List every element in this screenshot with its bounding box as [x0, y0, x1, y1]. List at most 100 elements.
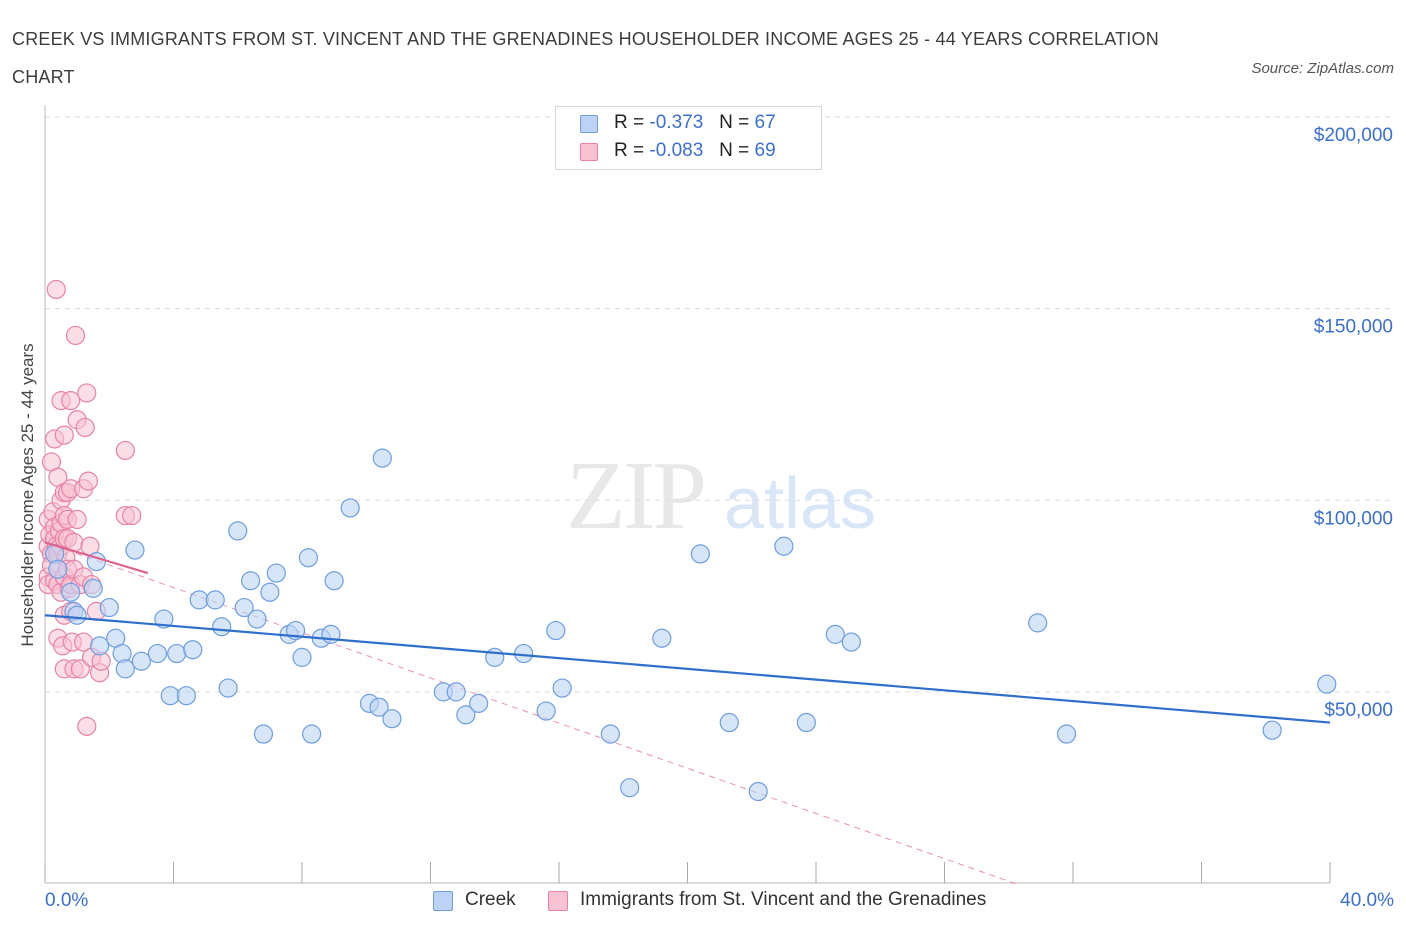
point-creek-30	[266, 563, 286, 583]
point-creek-17	[167, 643, 187, 664]
trend-lines	[44, 541, 1016, 884]
point-svg-27	[54, 425, 74, 445]
point-creek-35	[302, 724, 322, 744]
point-creek-46	[456, 705, 476, 725]
point-svg-40	[61, 391, 81, 411]
x-tick-label-min: 0.0%	[45, 890, 89, 911]
point-creek-2	[61, 582, 81, 602]
point-creek-13	[131, 651, 151, 671]
point-creek-21	[205, 590, 225, 610]
point-creek-19	[183, 640, 203, 660]
points-immigrants-st-vincent	[38, 279, 142, 736]
point-creek-60	[796, 712, 816, 733]
point-creek-47	[469, 693, 489, 713]
point-creek-53	[600, 724, 621, 744]
point-creek-20	[189, 590, 209, 610]
point-creek-42	[372, 448, 392, 468]
chart-title: CREEK VS IMMIGRANTS FROM ST. VINCENT AND…	[12, 29, 1159, 87]
point-creek-5	[83, 578, 103, 598]
point-creek-22	[212, 617, 232, 637]
point-creek-61	[825, 624, 845, 644]
point-creek-54	[620, 778, 640, 798]
point-creek-29	[260, 582, 280, 602]
point-creek-41	[369, 697, 389, 717]
bottom-legend-label-svg: Immigrants from St. Vincent and the Gren…	[580, 889, 987, 910]
point-creek-25	[234, 597, 254, 618]
point-svg-57	[77, 383, 97, 403]
point-creek-51	[546, 620, 566, 641]
point-creek-16	[160, 686, 180, 706]
point-svg-56	[75, 417, 95, 438]
point-creek-26	[241, 571, 261, 591]
point-svg-50	[67, 509, 87, 530]
y-tick-label-150000: $150,000	[1314, 317, 1393, 338]
trend-line-svg-extended	[44, 541, 1016, 884]
point-creek-48	[485, 647, 505, 667]
bottom-legend-swatch-creek	[433, 891, 453, 911]
bottom-legend-swatch-svg	[548, 891, 568, 911]
legend-n-label: N =	[719, 112, 750, 133]
source-label: Source: ZipAtlas.com	[1251, 60, 1394, 77]
watermark-atlas: atlas	[724, 464, 876, 544]
point-creek-45	[446, 682, 466, 702]
point-creek-7	[90, 636, 110, 656]
point-creek-49	[514, 643, 534, 664]
point-creek-55	[652, 628, 672, 648]
point-creek-1	[48, 559, 68, 579]
point-creek-65	[1262, 720, 1282, 740]
point-creek-38	[324, 571, 344, 591]
trend-line-creek	[44, 614, 1331, 724]
legend-n-value: 69	[754, 140, 776, 161]
point-creek-50	[536, 701, 556, 721]
point-svg-68	[122, 505, 142, 526]
point-creek-63	[1028, 613, 1048, 633]
x-tick-label-max: 40.0%	[1340, 890, 1394, 911]
point-creek-23	[218, 678, 238, 698]
y-tick-label-50000: $50,000	[1324, 700, 1393, 721]
bottom-legend-label-creek: Creek	[465, 889, 516, 910]
point-creek-15	[154, 609, 174, 629]
legend-text-svg: R = -0.083 N = 69	[614, 140, 776, 162]
y-tick-labels: $50,000 $100,000 $150,000 $200,000	[1314, 125, 1393, 721]
point-creek-8	[99, 597, 119, 618]
point-creek-56	[690, 544, 710, 564]
y-tick-label-200000: $200,000	[1314, 125, 1393, 146]
legend-r-value: -0.373	[649, 112, 704, 133]
point-creek-64	[1056, 724, 1077, 744]
point-creek-43	[382, 709, 402, 729]
point-svg-52	[70, 659, 90, 679]
point-creek-24	[228, 521, 248, 541]
legend-swatch-svg	[580, 143, 598, 161]
point-creek-12	[125, 540, 145, 560]
point-svg-59	[78, 471, 98, 491]
point-creek-52	[552, 678, 572, 698]
point-creek-18	[176, 686, 196, 706]
y-tick-label-100000: $100,000	[1314, 508, 1393, 529]
point-creek-62	[841, 632, 861, 652]
point-creek-11	[115, 659, 135, 679]
point-creek-39	[340, 498, 360, 518]
point-creek-28	[253, 724, 274, 744]
point-creek-59	[774, 536, 794, 556]
point-svg-13	[46, 279, 66, 300]
legend-r-value: -0.083	[649, 140, 704, 161]
point-creek-34	[298, 548, 319, 568]
watermark-zip: ZIP	[566, 442, 704, 550]
point-creek-33	[292, 647, 312, 667]
point-svg-48	[65, 325, 86, 346]
point-creek-57	[719, 712, 739, 733]
legend-swatch-creek	[580, 115, 598, 133]
point-creek-27	[247, 609, 267, 629]
legend-text-creek: R = -0.373 N = 67	[614, 112, 776, 134]
point-creek-66	[1317, 674, 1337, 694]
axes	[44, 105, 1331, 884]
point-creek-4	[67, 605, 87, 625]
point-creek-14	[147, 643, 168, 664]
point-svg-58	[77, 716, 97, 736]
legend-r-label: R =	[614, 112, 645, 133]
legend-r-label: R =	[614, 140, 645, 161]
correlation-legend: R = -0.373 N = 67 R = -0.083 N = 69	[555, 106, 822, 170]
legend-n-label: N =	[719, 140, 750, 161]
trend-line-svg	[44, 541, 149, 575]
